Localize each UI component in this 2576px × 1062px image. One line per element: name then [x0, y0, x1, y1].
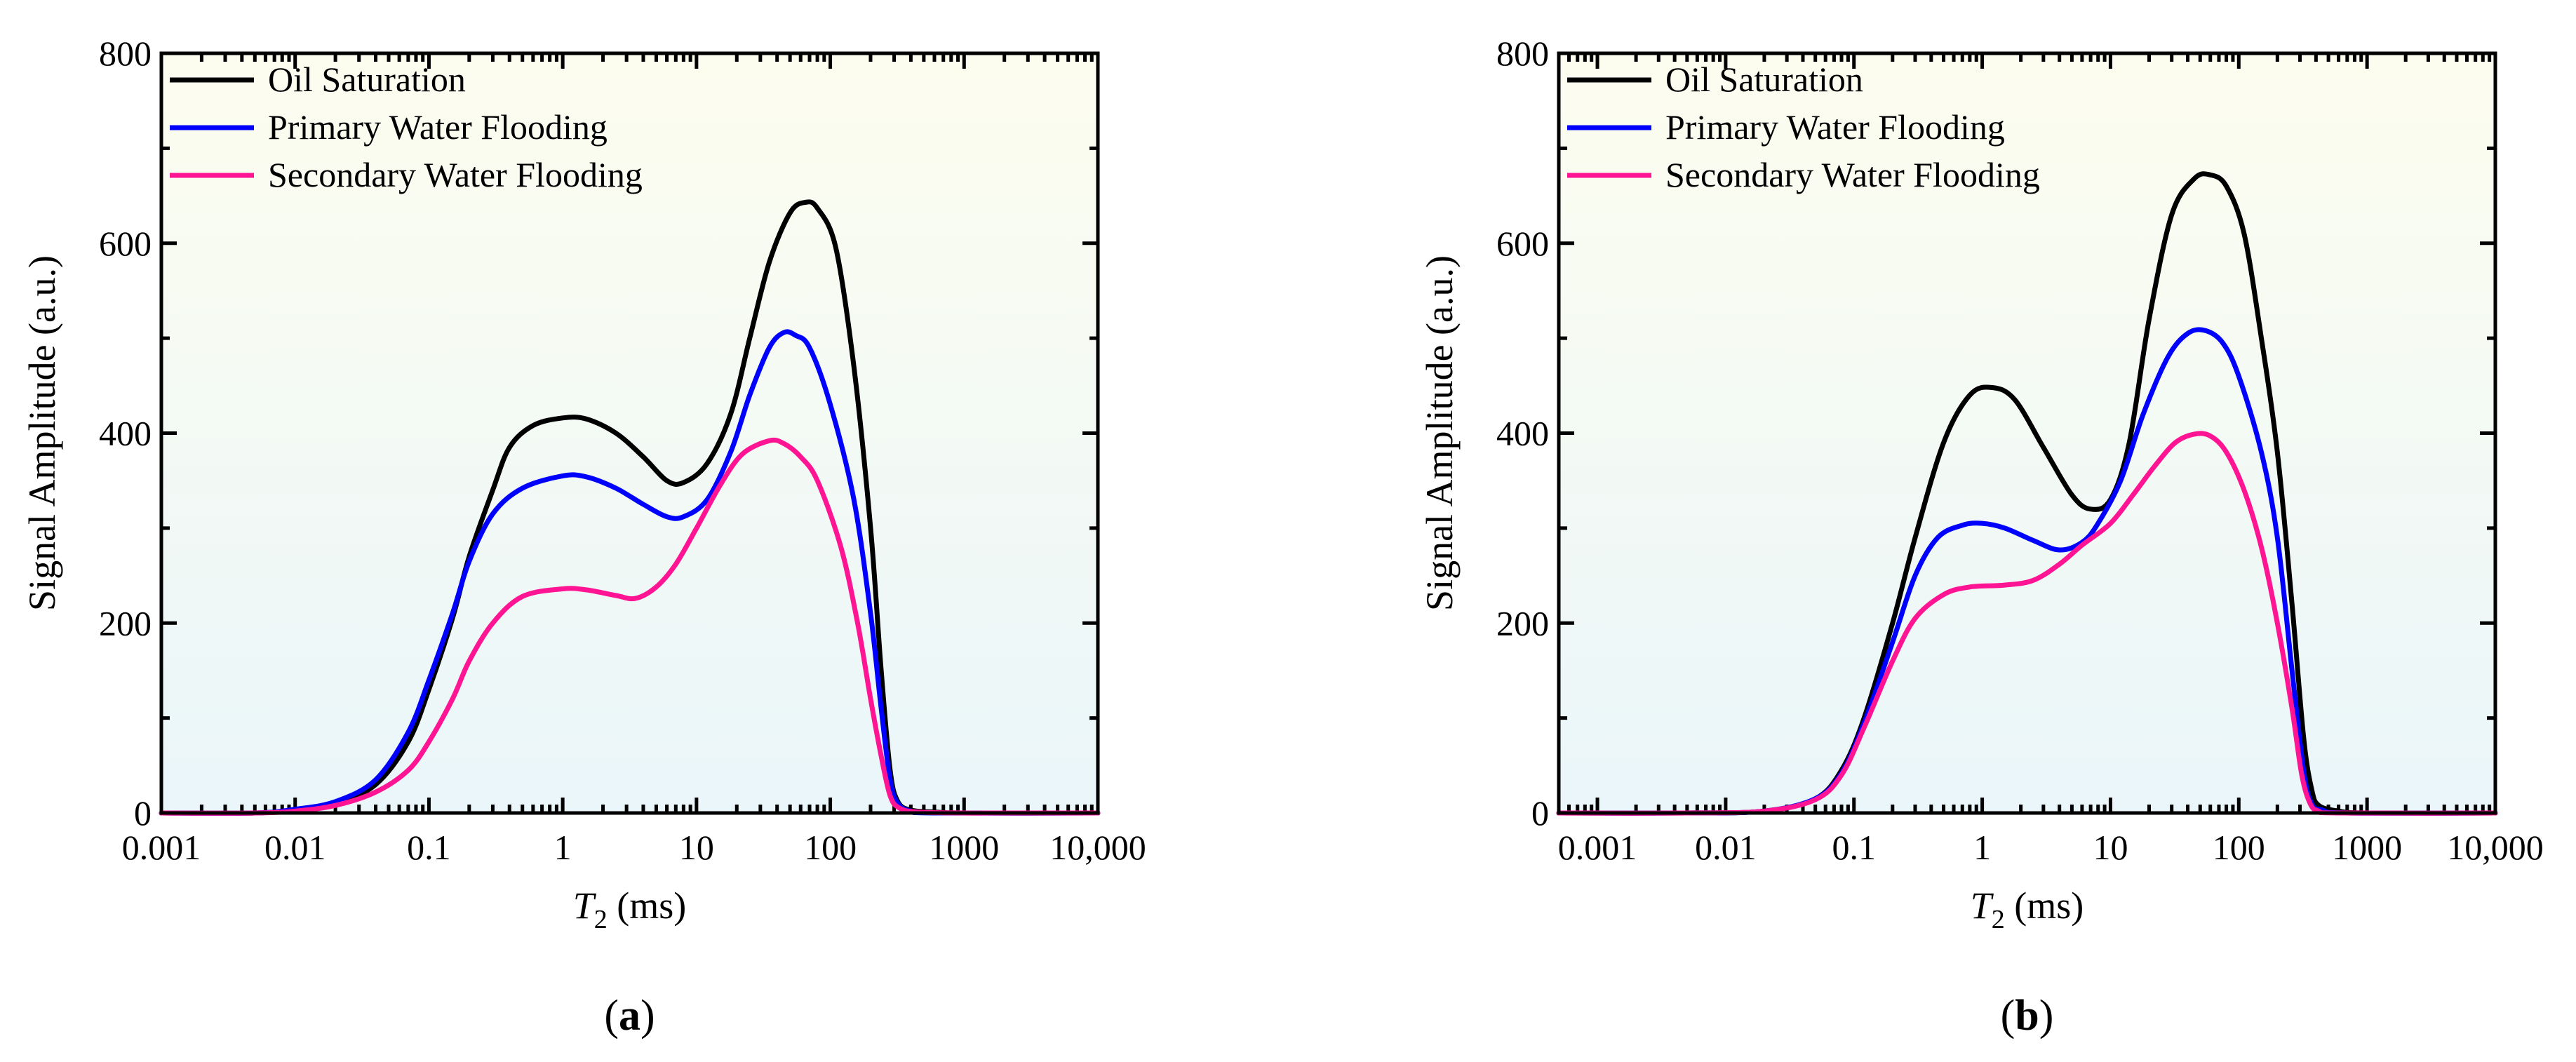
- x-axis-label-var: T: [1971, 885, 1994, 927]
- legend: Oil Saturation Primary Water Flooding Seco…: [170, 60, 643, 194]
- plot-area: [1559, 53, 2495, 813]
- chart-panel-b: 0.001 0.01 0.1 1 10 100 1000 10,000 0 200 400 600 8…: [1418, 34, 2544, 1040]
- y-tick-labels: 0 200 400 600 800: [99, 34, 152, 833]
- x-axis-label-unit: (ms): [608, 885, 686, 927]
- x-axis-label-unit: (ms): [2005, 885, 2084, 927]
- legend-entry: Oil Saturation: [268, 60, 466, 99]
- series-lines: [159, 199, 1101, 816]
- x-axis-label-sub: 2: [1992, 905, 2005, 934]
- x-tick-labels: 0.001 0.01 0.1 1 10 100 1000 10,000: [122, 828, 1146, 867]
- x-tick-label: 100: [804, 828, 857, 867]
- x-axis-label: T2 (ms): [573, 885, 687, 934]
- plot-frame: [1557, 51, 2497, 815]
- x-tick-label: 0.001: [1558, 828, 1637, 867]
- x-tick-label: 1: [554, 828, 572, 867]
- x-tick-label: 1000: [2332, 828, 2402, 867]
- y-tick-label: 800: [99, 34, 152, 73]
- panel-label-b: (b): [2001, 992, 2054, 1040]
- legend: Oil Saturation Primary Water Flooding Seco…: [1567, 60, 2040, 194]
- chart-panel-a: 0.001 0.01 0.1 1 10 100 1000 10,000 0 200 400 600 8…: [21, 34, 1146, 1040]
- y-tick-label: 0: [134, 793, 152, 833]
- x-tick-label: 10,000: [2447, 828, 2544, 867]
- x-tick-label: 10,000: [1049, 828, 1146, 867]
- y-axis-label: Signal Amplitude (a.u.): [21, 255, 63, 611]
- x-tick-label: 1: [1973, 828, 1991, 867]
- x-tick-label: 0.01: [264, 828, 326, 867]
- y-tick-label: 600: [1496, 224, 1549, 263]
- series-lines: [1556, 171, 2498, 816]
- x-axis-label: T2 (ms): [1971, 885, 2084, 934]
- legend-entry: Secondary Water Flooding: [1665, 155, 2040, 194]
- x-tick-labels: 0.001 0.01 0.1 1 10 100 1000 10,000: [1558, 828, 2544, 867]
- y-axis-label: Signal Amplitude (a.u.): [1418, 255, 1461, 611]
- x-tick-label: 0.001: [122, 828, 201, 867]
- legend-entry: Primary Water Flooding: [268, 107, 608, 147]
- x-tick-label: 10: [2093, 828, 2128, 867]
- plot-frame: [159, 51, 1100, 815]
- series-line-secondary-water-flooding: [159, 437, 1101, 816]
- y-tick-label: 200: [1496, 603, 1549, 643]
- x-tick-label: 100: [2213, 828, 2265, 867]
- x-tick-label: 10: [679, 828, 714, 867]
- y-tick-label: 0: [1531, 793, 1549, 833]
- y-tick-label: 800: [1496, 34, 1549, 73]
- series-line-secondary-water-flooding: [1556, 431, 2498, 816]
- x-tick-label: 0.01: [1695, 828, 1757, 867]
- series-line-primary-water-flooding: [159, 329, 1101, 816]
- panel-label-a: (a): [604, 992, 655, 1040]
- y-tick-labels: 0 200 400 600 800: [1496, 34, 1549, 833]
- plot-area: [161, 53, 1098, 813]
- x-tick-label: 0.1: [407, 828, 451, 867]
- y-tick-label: 600: [99, 224, 152, 263]
- legend-entry: Primary Water Flooding: [1665, 107, 2005, 147]
- y-tick-label: 400: [99, 414, 152, 453]
- legend-entry: Oil Saturation: [1665, 60, 1863, 99]
- x-axis-label-var: T: [573, 885, 597, 927]
- y-tick-label: 400: [1496, 414, 1549, 453]
- y-tick-label: 200: [99, 603, 152, 643]
- series-line-oil-saturation: [159, 199, 1101, 816]
- x-axis-label-sub: 2: [594, 905, 608, 934]
- legend-entry: Secondary Water Flooding: [268, 155, 643, 194]
- x-tick-label: 0.1: [1832, 828, 1876, 867]
- x-tick-label: 1000: [929, 828, 999, 867]
